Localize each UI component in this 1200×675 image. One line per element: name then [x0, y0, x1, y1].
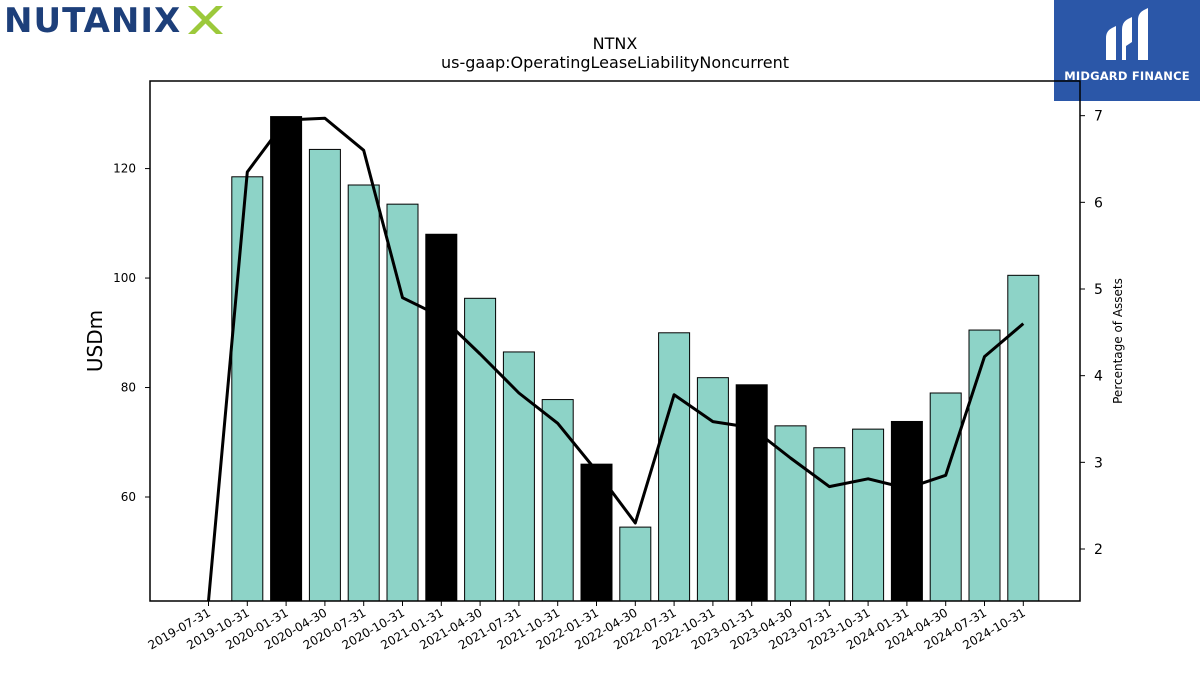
y-tick-label: 120: [113, 162, 136, 176]
bar: [813, 447, 846, 602]
bar: [386, 203, 419, 602]
bar: [619, 526, 652, 602]
bar: [231, 176, 264, 602]
y-axis-label: USDm: [83, 310, 107, 372]
nutanix-logo: NUTANIX: [4, 2, 230, 38]
bar: [270, 116, 303, 602]
bar: [541, 399, 574, 602]
y2-tick-label: 2: [1094, 542, 1103, 558]
bar: [774, 425, 807, 602]
bar: [425, 233, 458, 602]
y2-tick-label: 3: [1094, 455, 1103, 471]
bar: [658, 332, 691, 602]
line-group: [207, 116, 1025, 602]
y2-axis: 2 3 4 5 6 7: [1080, 109, 1103, 558]
bar: [735, 384, 768, 602]
percentage-line: [207, 116, 1025, 602]
bar: [696, 377, 729, 602]
y-tick-label: 100: [113, 271, 136, 285]
x-axis: 2019-07-312019-10-312020-01-312020-04-30…: [146, 601, 1028, 652]
bar: [502, 351, 535, 602]
y2-tick-label: 5: [1094, 282, 1103, 298]
chart-title: NTNX: [593, 34, 638, 53]
y2-tick-label: 6: [1094, 195, 1103, 211]
y-axis: 60 80 100 120: [113, 162, 150, 504]
y-tick-label: 80: [121, 381, 136, 395]
midgard-finance-logo-text: MIDGARD FINANCE: [1064, 69, 1190, 83]
y-tick-label: 60: [121, 490, 136, 504]
midgard-finance-logo: MIDGARD FINANCE: [1054, 0, 1200, 101]
bar: [464, 297, 497, 602]
chart-subtitle: us-gaap:OperatingLeaseLiabilityNoncurren…: [441, 53, 789, 72]
bar: [890, 420, 923, 602]
nutanix-logo-text: NUTANIX: [4, 2, 181, 38]
bar: [1007, 274, 1040, 602]
bar-group: [231, 116, 1040, 602]
plot-frame: [149, 80, 1081, 602]
midgard-emblem-icon: [1106, 8, 1148, 60]
bar: [929, 392, 962, 602]
bar: [308, 148, 341, 602]
y2-tick-label: 4: [1094, 369, 1103, 385]
bar: [968, 329, 1001, 602]
bar: [852, 428, 885, 602]
bar: [347, 184, 380, 602]
y2-axis-label: Percentage of Assets: [1111, 278, 1125, 404]
y2-tick-label: 7: [1094, 109, 1103, 125]
